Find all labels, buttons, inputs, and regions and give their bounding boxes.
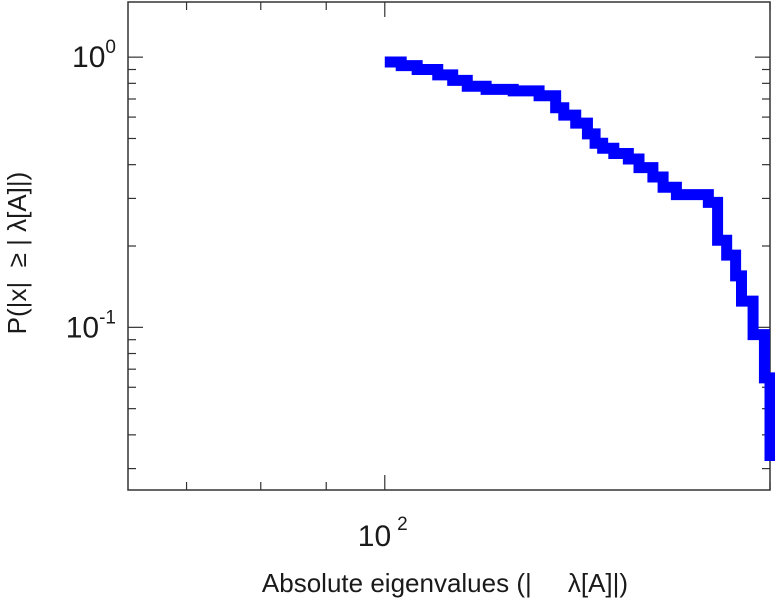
x-axis-label: Absolute eigenvalues (| λ[A]|) <box>262 568 628 598</box>
y-axis-label: P(|x| ≥ | λ[A]|) <box>2 172 32 335</box>
tick-labels: 100 10-1 10 2 <box>66 37 408 553</box>
y-tick-label: 10-1 <box>66 307 116 344</box>
y-tick-label: 100 <box>72 37 116 74</box>
series-line <box>384 56 775 462</box>
x-tick-label: 10 2 <box>358 514 408 553</box>
